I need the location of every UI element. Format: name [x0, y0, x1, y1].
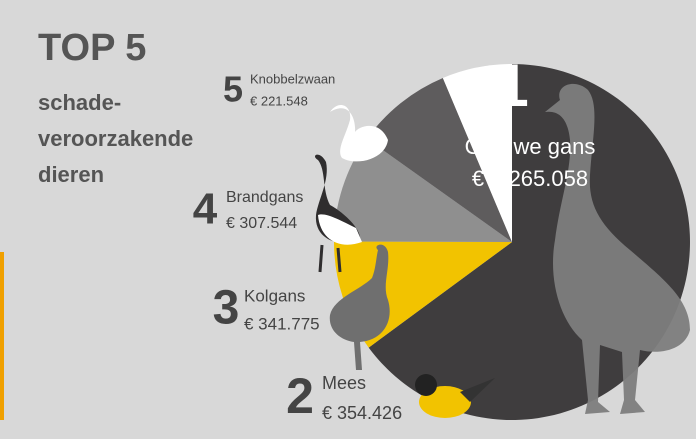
slice-name: Kolgans [244, 286, 305, 305]
rank: 1 [495, 52, 528, 119]
slice-value: € 354.426 [322, 403, 402, 423]
rank: 2 [286, 368, 314, 424]
accent-bar [0, 252, 4, 420]
rank: 4 [193, 185, 218, 234]
rank: 3 [213, 282, 240, 335]
slice-value: € 2.265.058 [472, 166, 588, 191]
subtitle: dieren [38, 162, 104, 187]
slice-name: Grauwe gans [465, 134, 596, 159]
infographic: TOP 5 schade- veroorzakende dieren 1 Grau… [0, 0, 696, 439]
slice-value: € 307.544 [226, 215, 297, 232]
subtitle: schade- [38, 90, 121, 115]
slice-name: Mees [322, 373, 366, 393]
rank: 5 [223, 69, 243, 110]
title: TOP 5 [38, 27, 146, 69]
slice-value: € 221.548 [250, 93, 308, 108]
slice-name: Brandgans [226, 189, 303, 206]
slice-name: Knobbelzwaan [250, 71, 335, 86]
slice-value: € 341.775 [244, 314, 320, 333]
subtitle: veroorzakende [38, 126, 193, 151]
